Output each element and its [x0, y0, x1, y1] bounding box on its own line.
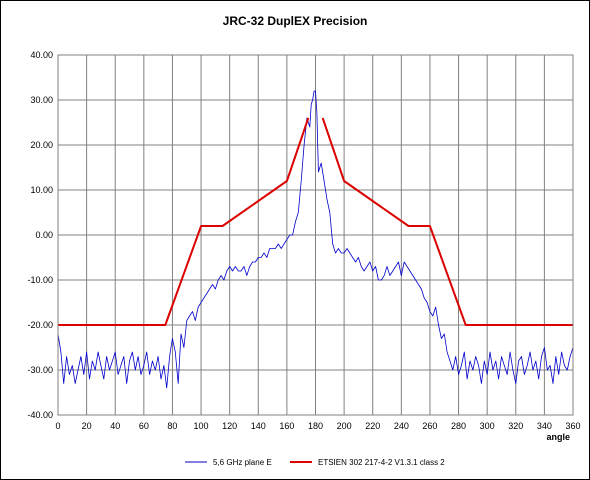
x-tick-label: 200: [337, 421, 352, 431]
y-tick-label: 20.00: [30, 140, 53, 150]
x-tick-label: 100: [194, 421, 209, 431]
x-tick-label: 220: [365, 421, 380, 431]
series-line-measured: [57, 90, 574, 389]
x-tick-label: 280: [451, 421, 466, 431]
x-axis-title: angle: [546, 432, 570, 442]
x-tick-label: 160: [279, 421, 294, 431]
x-tick-label: 180: [308, 421, 323, 431]
x-tick-label: 20: [82, 421, 92, 431]
legend-item-mask-label: ETSIEN 302 217-4-2 V1.3.1 class 2: [318, 458, 445, 467]
x-tick-label: 360: [565, 421, 580, 431]
x-tick-label: 40: [110, 421, 120, 431]
series-line-mask-left: [58, 117, 310, 326]
y-tick-label: -20.00: [27, 320, 53, 330]
x-tick-label: 260: [422, 421, 437, 431]
x-tick-label: 60: [139, 421, 149, 431]
x-tick-labels: 0 20 40 60 80 100 120 140 160 180 200 220 240 260 280 3…: [55, 421, 580, 431]
x-tick-label: 300: [480, 421, 495, 431]
x-tick-label: 140: [251, 421, 266, 431]
x-tick-label: 0: [55, 421, 60, 431]
series-line-mask-right: [321, 117, 573, 326]
legend: 5,6 GHz plane E ETSIEN 302 217-4-2 V1.3.1…: [185, 458, 445, 467]
x-tick-label: 80: [167, 421, 177, 431]
x-tick-label: 120: [222, 421, 237, 431]
y-tick-label: 10.00: [30, 185, 53, 195]
plot-border: [57, 54, 574, 416]
y-tick-label: 0.00: [35, 230, 53, 240]
y-tick-labels: 40.00 30.00 20.00 10.00 0.00 -10.00 -20.00 -30.…: [27, 50, 53, 420]
chart-title: JRC-32 DuplEX Precision: [222, 14, 368, 28]
y-tick-label: 30.00: [30, 95, 53, 105]
y-tick-label: 40.00: [30, 50, 53, 60]
x-tick-label: 320: [508, 421, 523, 431]
x-tick-label: 240: [394, 421, 409, 431]
series-group: [57, 90, 574, 389]
x-tick-label: 340: [537, 421, 552, 431]
legend-item-measured-label: 5,6 GHz plane E: [213, 458, 272, 467]
y-tick-label: -30.00: [27, 365, 53, 375]
y-tick-label: -10.00: [27, 275, 53, 285]
y-tick-label: -40.00: [27, 410, 53, 420]
